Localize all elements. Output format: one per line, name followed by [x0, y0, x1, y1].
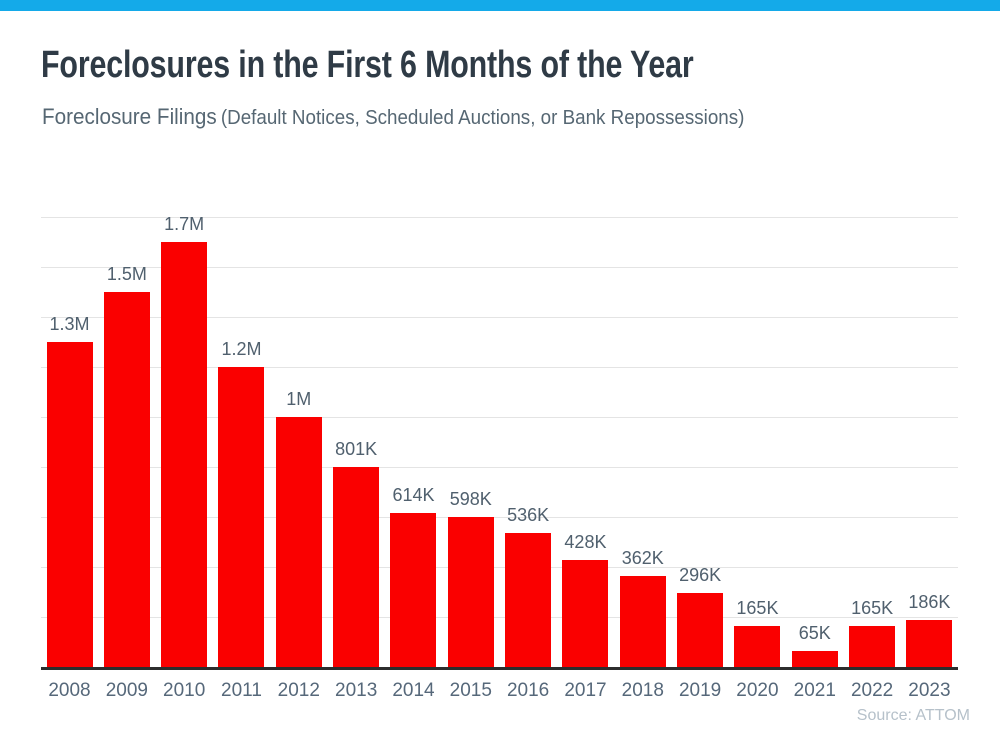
- bar-value-label: 296K: [679, 565, 722, 585]
- bar-group: 296K: [672, 565, 729, 667]
- bar-value-label: 801K: [335, 439, 378, 459]
- bar: [677, 593, 724, 667]
- bar-value-label: 186K: [908, 592, 951, 612]
- bar-value-label: 1M: [286, 389, 312, 409]
- bar: [791, 651, 838, 667]
- bar-value-label: 1.7M: [164, 214, 205, 234]
- bar-value-label: 1.3M: [49, 314, 90, 334]
- bar-group: 186K: [901, 592, 958, 667]
- x-axis-label: 2021: [793, 680, 836, 701]
- bar: [218, 367, 265, 667]
- bar: [849, 626, 896, 667]
- bar: [161, 242, 208, 667]
- bar: [906, 620, 953, 667]
- x-axis-label: 2010: [163, 680, 206, 701]
- gridline: [41, 617, 958, 618]
- bar-group: 801K: [328, 439, 385, 667]
- gridline: [41, 267, 958, 268]
- bar-group: 1.7M: [156, 214, 213, 667]
- gridline: [41, 567, 958, 568]
- bar-value-label: 362K: [621, 548, 664, 568]
- bar: [447, 517, 494, 667]
- bar-group: 1.3M: [41, 314, 98, 667]
- bar: [734, 626, 781, 667]
- bar-value-label: 165K: [736, 598, 779, 618]
- x-axis-label: 2018: [621, 680, 664, 701]
- bar-group: 1M: [270, 389, 327, 667]
- gridline: [41, 317, 958, 318]
- x-axis-label: 2013: [335, 680, 378, 701]
- x-axis-label: 2023: [908, 680, 951, 701]
- bar: [562, 560, 609, 667]
- bar-value-label: 65K: [798, 623, 831, 643]
- bar: [619, 576, 666, 667]
- gridline: [41, 517, 958, 518]
- bar-value-label: 1.2M: [221, 339, 262, 359]
- subtitle-note: (Default Notices, Scheduled Auctions, or…: [220, 107, 745, 129]
- bar-value-label: 1.5M: [106, 264, 147, 284]
- bar-value-label: 536K: [507, 505, 550, 525]
- bar-group: 165K: [729, 598, 786, 667]
- bar: [46, 342, 93, 667]
- page-title: Foreclosures in the First 6 Months of th…: [41, 44, 694, 86]
- bar-value-label: 165K: [851, 598, 894, 618]
- bar-group: 614K: [385, 485, 442, 667]
- x-axis-label: 2012: [277, 680, 320, 701]
- x-axis-label: 2020: [736, 680, 779, 701]
- chart-subtitle: Foreclosure Filings (Default Notices, Sc…: [42, 104, 744, 130]
- x-axis-label: 2008: [48, 680, 91, 701]
- x-axis-label: 2011: [221, 680, 262, 701]
- bar-group: 598K: [442, 489, 499, 667]
- x-axis-label: 2015: [449, 680, 492, 701]
- bar-group: 165K: [844, 598, 901, 667]
- bar-value-label: 614K: [392, 485, 435, 505]
- bar-group: 536K: [500, 505, 557, 667]
- subtitle-main: Foreclosure Filings: [42, 104, 217, 129]
- bars-container: 1.3M 1.5M 1.7M 1.2M 1M 801K 614K 598K 536K 428K 36…: [41, 214, 958, 667]
- bar: [333, 467, 380, 667]
- gridline: [41, 467, 958, 468]
- source-attribution: Source: ATTOM: [856, 707, 970, 724]
- gridline: [41, 217, 958, 218]
- bar-value-label: 428K: [564, 532, 607, 552]
- bar: [390, 513, 437, 667]
- x-axis-label: 2014: [392, 680, 435, 701]
- x-axis-label: 2022: [850, 680, 894, 701]
- plot-area: 1.3M 1.5M 1.7M 1.2M 1M 801K 614K 598K 536K 428K 36…: [41, 214, 958, 670]
- bar-group: 428K: [557, 532, 614, 667]
- bar-group: 362K: [614, 548, 671, 667]
- x-axis-label: 2017: [564, 680, 607, 701]
- bar-group: 1.2M: [213, 339, 270, 667]
- bar-group: 65K: [786, 623, 843, 667]
- bar-group: 1.5M: [98, 264, 155, 667]
- x-axis-label: 2019: [678, 680, 722, 701]
- brand-topbar: [0, 0, 1000, 11]
- bar-value-label: 598K: [449, 489, 492, 509]
- bar: [275, 417, 322, 667]
- x-axis-labels: 2008 2009 2010 2011 2012 2013 2014 2015 2016 2017…: [41, 680, 958, 702]
- gridline: [41, 367, 958, 368]
- x-axis-label: 2009: [105, 680, 148, 701]
- bar: [505, 533, 552, 667]
- x-axis-label: 2016: [506, 680, 550, 701]
- gridline: [41, 417, 958, 418]
- bar-chart: 1.3M 1.5M 1.7M 1.2M 1M 801K 614K 598K 536K 428K 36…: [41, 214, 958, 702]
- bar: [103, 292, 150, 667]
